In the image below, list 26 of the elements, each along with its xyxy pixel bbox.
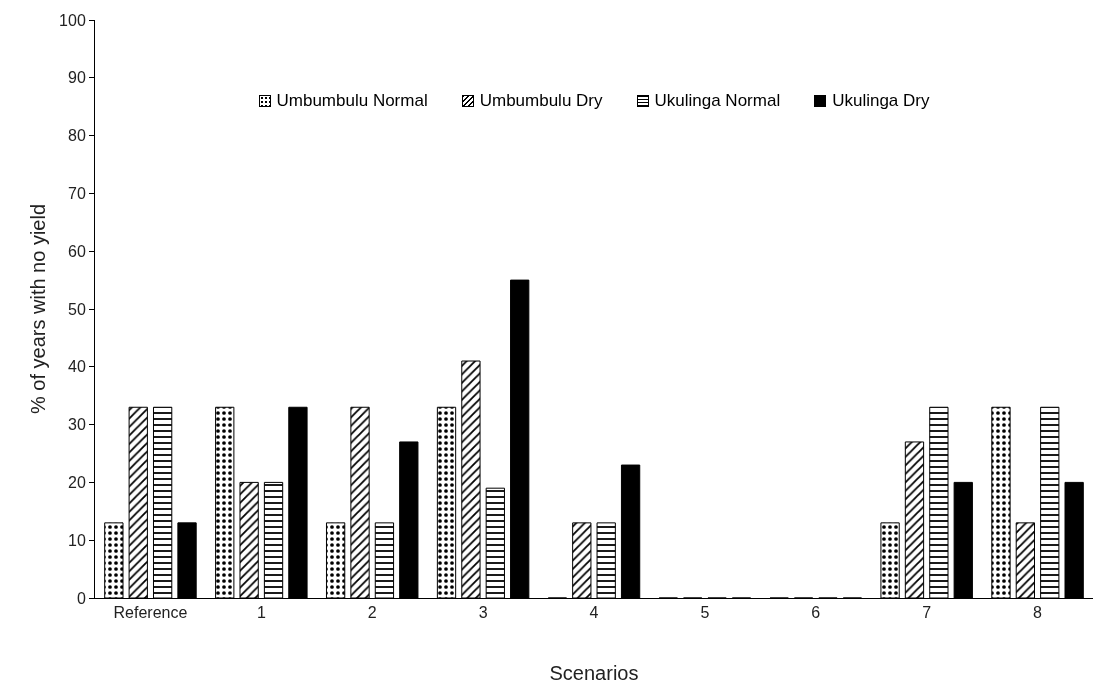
legend-label: Ukulinga Normal — [654, 90, 781, 111]
y-tick-label: 60 — [68, 242, 86, 260]
y-tick-label: 20 — [68, 474, 86, 491]
x-tick-label: 2 — [367, 604, 377, 622]
legend-label: Umbumbulu Normal — [276, 90, 428, 111]
y-tick-label: 90 — [68, 69, 86, 87]
y-tick-label: 80 — [68, 127, 86, 145]
y-tick-label: 40 — [68, 358, 86, 376]
x-axis-title: Scenarios — [549, 661, 639, 684]
x-tick-label: 8 — [1033, 604, 1043, 622]
x-tick-label: 6 — [811, 604, 821, 622]
y-tick-label: 30 — [68, 416, 86, 434]
legend-label: Ukulinga Dry — [832, 90, 930, 111]
y-tick-label: 50 — [68, 300, 86, 318]
x-tick-label: 1 — [256, 604, 266, 622]
y-axis-title: % of years with no yield — [27, 203, 49, 415]
x-tick-label: Reference — [113, 604, 188, 622]
x-tick-label: 4 — [589, 604, 599, 622]
x-tick-label: 5 — [700, 604, 710, 622]
y-tick-label: 100 — [59, 11, 86, 29]
y-tick-label: 70 — [68, 185, 86, 202]
legend-label: Umbumbulu Dry — [479, 90, 603, 111]
y-tick-label: 10 — [68, 531, 86, 549]
y-tick-label: 0 — [76, 589, 86, 607]
x-tick-label: 3 — [478, 604, 488, 622]
x-tick-label: 7 — [922, 604, 932, 622]
